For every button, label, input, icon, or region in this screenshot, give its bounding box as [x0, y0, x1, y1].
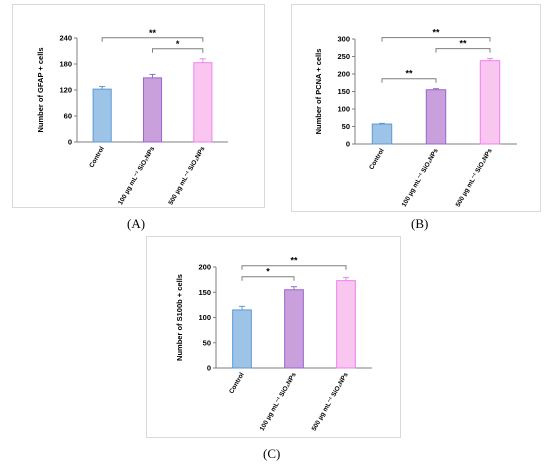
chart-c-category-label: 100 µg mL⁻¹ SiO₂NPs [259, 371, 298, 432]
chart-c-y-tick-label: 150 [198, 288, 211, 297]
chart-a-significance-label: * [176, 39, 180, 49]
chart-b-bar [425, 89, 447, 145]
chart-c-y-tick-label: 0 [207, 364, 211, 373]
chart-c-svg: Number of S100b + cells 0 50 100 150 200 Contr… [175, 256, 372, 432]
chart-a-y-axis-label: Number of GFAP + cells [36, 47, 45, 132]
chart-b-y-tick-label: 300 [337, 35, 350, 44]
chart-c-significance-label: * [266, 267, 270, 277]
chart-c-significance-bracket [241, 276, 295, 281]
chart-a-bar [92, 88, 112, 143]
chart-a-significance-bracket [101, 37, 204, 42]
chart-panel-a: Number of GFAP + cells 0 60 120 180 240 Contro… [12, 4, 265, 208]
chart-a-significance-bracket [152, 48, 204, 53]
chart-c-bar [232, 309, 252, 369]
panel-label-a: (A) [127, 216, 146, 231]
chart-a-svg: Number of GFAP + cells 0 60 120 180 240 Contro… [36, 28, 228, 206]
chart-b-y-tick-label: 200 [337, 70, 350, 79]
chart-a-significance-label: ** [149, 28, 157, 38]
chart-c-bar [336, 280, 356, 369]
chart-b-significance-bracket [381, 37, 491, 42]
chart-panel-b: Number of PCNA + cells 0 50 100 150 200 250 300… [291, 4, 541, 212]
chart-b-significance-label: ** [459, 39, 467, 49]
chart-c-y-tick-label: 100 [198, 313, 211, 322]
chart-c-category-label: 500 µg mL⁻¹ SiO₂NPs [311, 371, 350, 432]
chart-b-y-axis-label: Number of PCNA + cells [314, 49, 323, 135]
chart-a-bar [193, 62, 213, 143]
chart-b-y-tick-label: 100 [337, 105, 350, 114]
chart-b-y-tick-label: 150 [337, 87, 350, 96]
chart-b-bar [479, 60, 501, 145]
chart-b-category-label: 500 µg mL⁻¹ SiO₂NPs [455, 147, 494, 208]
chart-a-category-label: 100 µg mL⁻¹ SiO₂NPs [117, 145, 156, 206]
chart-b-svg: Number of PCNA + cells 0 50 100 150 200 250 300… [314, 28, 517, 208]
chart-c-category-label: Control [228, 371, 246, 395]
chart-a-bar [142, 77, 163, 143]
chart-b-category-label: Control [368, 147, 386, 171]
chart-a-y-tick-label: 0 [68, 138, 72, 147]
chart-c-bar [284, 289, 304, 369]
chart-c-y-tick-label: 50 [203, 338, 211, 347]
chart-b-y-tick-label: 50 [342, 122, 350, 131]
chart-b-y-tick-label: 250 [337, 52, 350, 61]
chart-b-significance-label: ** [432, 28, 440, 38]
chart-c-y-tick-label: 200 [198, 263, 211, 272]
chart-a-category-label: 500 µg mL⁻¹ SiO₂NPs [167, 145, 206, 206]
chart-panel-c: Number of S100b + cells 0 50 100 150 200 Contr… [146, 236, 401, 438]
chart-a-y-tick-label: 120 [59, 86, 72, 95]
chart-b-bar [371, 123, 393, 145]
chart-c-significance-label: ** [290, 256, 298, 266]
panel-label-b: (B) [411, 216, 429, 231]
chart-b-y-tick-label: 0 [346, 140, 350, 149]
chart-b-category-label: 100 µg mL⁻¹ SiO₂NPs [401, 147, 440, 208]
chart-a-y-tick-label: 240 [59, 34, 72, 43]
chart-b-significance-label: ** [405, 69, 413, 79]
chart-a-y-tick-label: 180 [59, 60, 72, 69]
chart-b-significance-bracket [435, 48, 491, 53]
chart-c-y-axis-label: Number of S100b + cells [175, 274, 184, 361]
chart-a-category-label: Control [88, 145, 106, 169]
chart-b-significance-bracket [381, 78, 437, 83]
panel-label-c: (C) [263, 446, 281, 461]
chart-a-y-tick-label: 60 [64, 112, 72, 121]
chart-c-significance-bracket [241, 265, 347, 270]
